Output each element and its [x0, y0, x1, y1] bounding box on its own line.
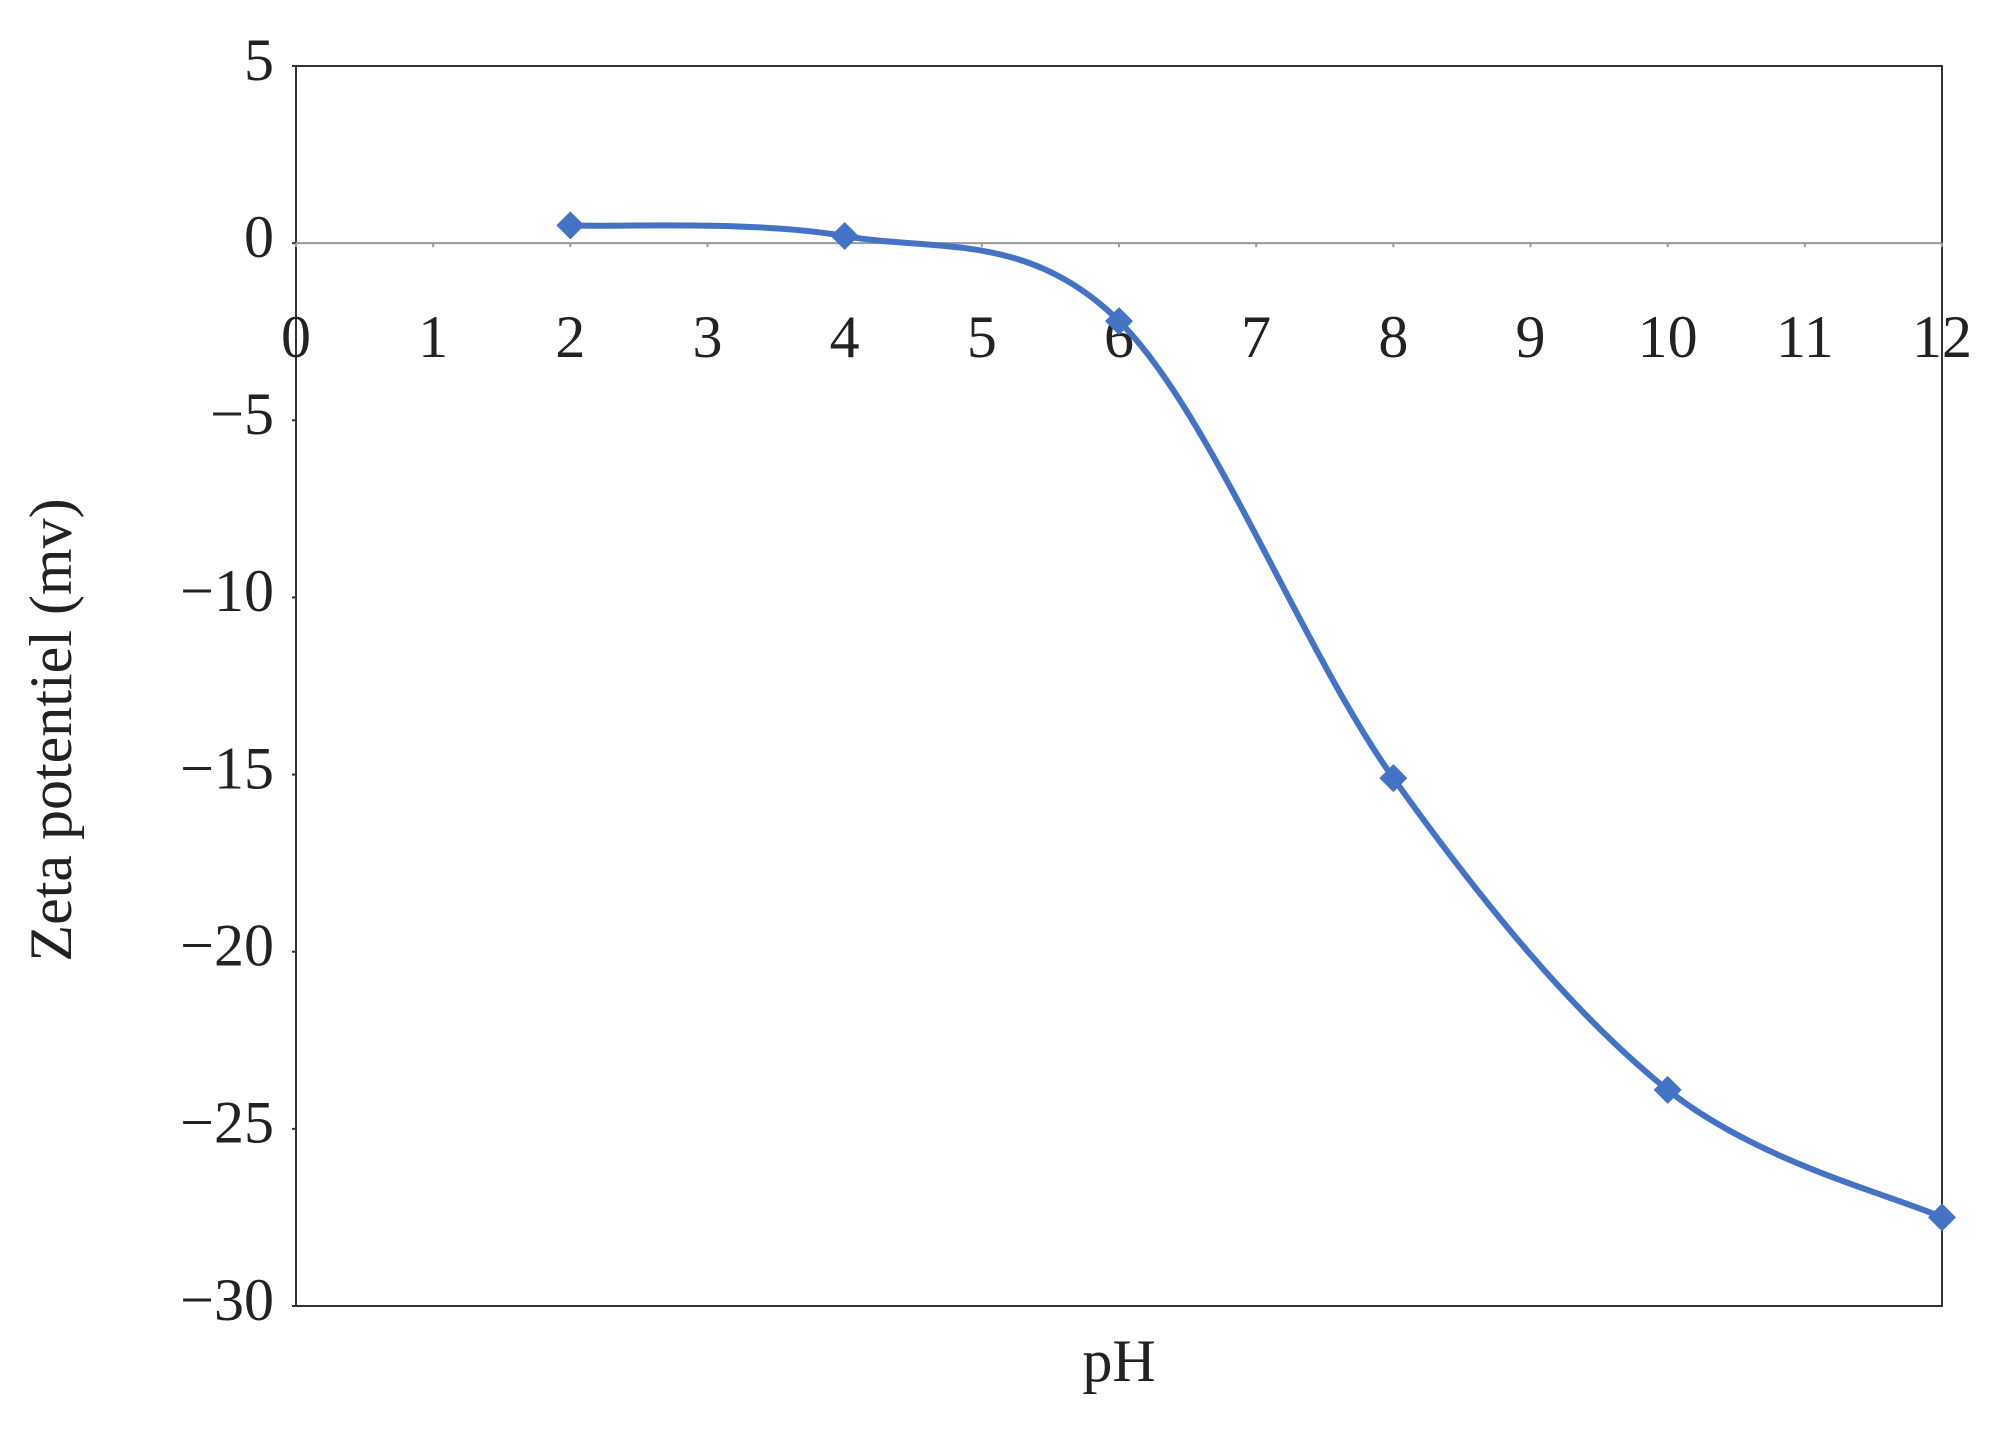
x-tick-label: 0 [281, 304, 311, 370]
y-tick-label: 0 [244, 204, 274, 270]
x-axis-label: pH [1082, 1328, 1155, 1394]
x-tick-label: 9 [1516, 304, 1546, 370]
y-tick-label: −25 [180, 1090, 274, 1156]
x-tick-label: 3 [693, 304, 723, 370]
x-tick-label: 7 [1241, 304, 1271, 370]
x-tick-label: 12 [1912, 304, 1972, 370]
y-axis-label: Zeta potentiel (mv) [18, 498, 84, 961]
y-tick-label: 5 [244, 27, 274, 93]
data-point [556, 211, 585, 240]
y-tick-label: −20 [180, 912, 274, 978]
x-tick-label: 5 [967, 304, 997, 370]
y-tick-label: −5 [210, 381, 274, 447]
data-point [1653, 1075, 1682, 1104]
data-point [830, 222, 859, 251]
plot-frame [295, 65, 1943, 1307]
data-point [1928, 1203, 1956, 1232]
x-tick-label: 4 [830, 304, 860, 370]
x-tick-label: 11 [1776, 304, 1834, 370]
x-tick-label: 2 [555, 304, 585, 370]
data-point [1379, 764, 1408, 793]
y-tick-label: −15 [180, 735, 274, 801]
y-tick-label: −10 [180, 558, 274, 624]
data-line [570, 222, 1944, 1221]
x-tick-label: 10 [1638, 304, 1698, 370]
x-tick-label: 1 [418, 304, 448, 370]
data-point [1105, 307, 1133, 336]
x-tick-label: 8 [1378, 304, 1408, 370]
y-tick-label: −30 [180, 1267, 274, 1333]
